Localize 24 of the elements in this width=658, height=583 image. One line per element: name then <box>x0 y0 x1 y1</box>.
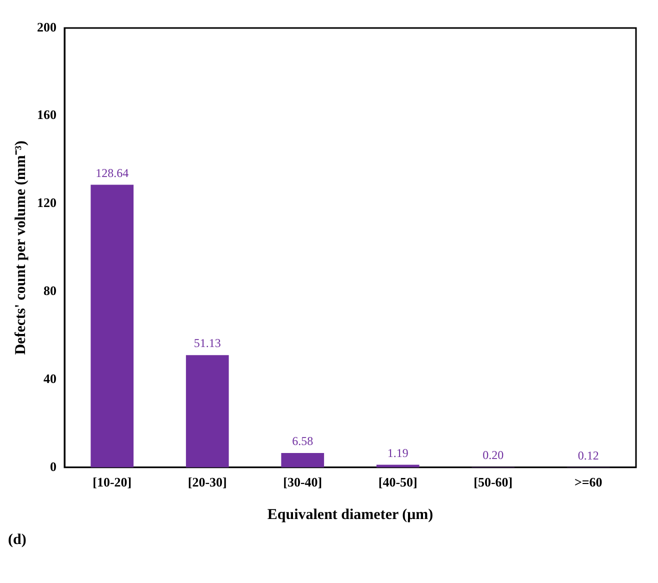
data-label: 1.19 <box>387 446 408 460</box>
y-tick-label: 0 <box>50 458 56 474</box>
y-tick-label: 200 <box>37 19 56 34</box>
data-label: 0.20 <box>482 448 504 462</box>
x-tick-label: [50-60] <box>474 474 513 490</box>
bar <box>281 452 324 468</box>
y-tick-label: 160 <box>37 107 56 122</box>
y-tick-label: 120 <box>37 195 56 210</box>
x-axis-title: Equivalent diameter (μm) <box>267 506 434 523</box>
x-tick-label: [20-30] <box>188 474 227 490</box>
x-tick-label: [40-50] <box>378 474 418 490</box>
y-tick-label: 80 <box>44 283 56 298</box>
bar <box>186 355 229 468</box>
data-label: 128.64 <box>96 166 129 180</box>
data-label: 6.58 <box>292 434 314 448</box>
text: (d) <box>8 532 28 549</box>
bar <box>90 184 134 468</box>
y-tick-label: 40 <box>44 370 56 386</box>
x-tick-label: [30-40] <box>283 474 322 490</box>
data-label: 0.12 <box>578 448 599 462</box>
x-tick-label: >=60 <box>574 474 602 490</box>
x-tick-label: [10-20] <box>92 474 132 490</box>
data-label: 51.13 <box>194 336 221 350</box>
y-axis-title: Defects' count per volume (mm⁻³) <box>12 140 29 355</box>
